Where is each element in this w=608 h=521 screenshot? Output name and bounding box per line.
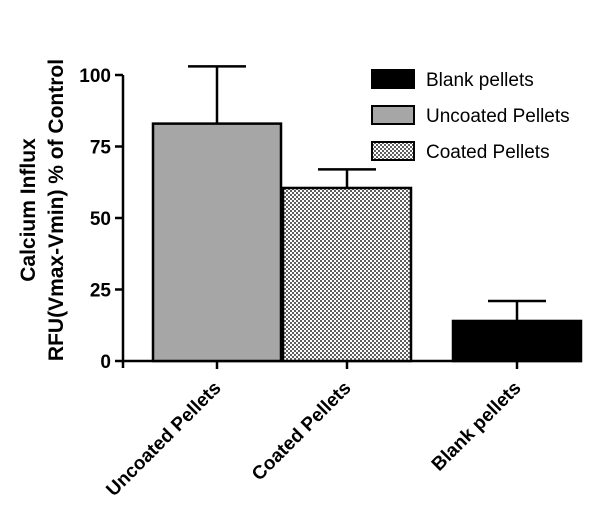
bar-uncoated-pellets xyxy=(151,122,283,363)
x-tick-label: Coated Pellets xyxy=(248,378,355,485)
y-axis-title-line-2: RFU(Vmax-Vmin) % of Control xyxy=(45,59,68,361)
legend-swatch xyxy=(371,141,415,161)
legend-label: Blank pellets xyxy=(426,70,534,91)
x-tick-label: Blank pellets xyxy=(428,378,526,476)
bar-coated-pellets xyxy=(281,186,413,363)
legend-swatch xyxy=(371,69,415,89)
y-axis-title: Calcium Influx RFU(Vmax-Vmin) % of Contr… xyxy=(17,59,68,361)
y-tick-label: 50 xyxy=(90,209,111,230)
bar-blank-pellets xyxy=(451,319,583,363)
legend-label: Uncoated Pellets xyxy=(426,106,570,127)
y-tick-label: 0 xyxy=(100,352,111,373)
y-axis-title-line-1: Calcium Influx xyxy=(17,138,40,282)
legend-swatch xyxy=(371,105,415,125)
legend: Blank pellets Uncoated Pellets Coated Pell… xyxy=(371,69,570,163)
legend-label: Coated Pellets xyxy=(426,142,550,163)
x-tick-label: Uncoated Pellets xyxy=(102,378,225,501)
bars xyxy=(151,122,583,363)
error-bars xyxy=(188,65,546,321)
y-tick-label: 100 xyxy=(79,66,111,87)
y-tick-label: 75 xyxy=(90,138,112,159)
y-tick-label: 25 xyxy=(90,281,112,302)
